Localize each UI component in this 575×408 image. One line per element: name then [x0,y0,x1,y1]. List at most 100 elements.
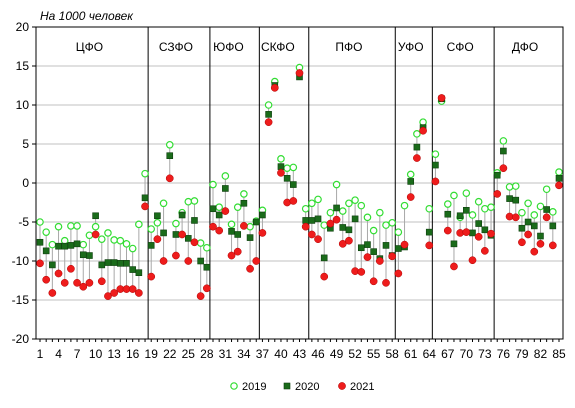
point-2019 [104,229,112,237]
point-2020 [469,229,476,237]
point-2019 [147,225,156,233]
legend: 2019 2020 2021 [230,381,374,393]
x-tick-label: 58 [385,347,399,361]
point-2021 [437,94,446,102]
point-2021 [555,181,563,190]
point-2019 [184,197,193,206]
point-2020 [166,152,174,159]
point-2020 [290,181,297,188]
point-2019 [153,218,162,227]
point-2020 [370,248,377,255]
point-2021 [147,272,156,281]
point-2019 [264,101,273,109]
point-2020 [493,171,501,179]
point-2021 [184,257,193,265]
point-2020 [407,178,415,185]
point-2019 [511,182,520,190]
point-2021 [289,197,298,205]
point-2021 [42,275,51,284]
point-2019 [425,204,434,213]
point-2019 [468,211,477,219]
x-tick-label: 37 [256,347,270,361]
point-2020 [524,218,532,226]
point-2019 [221,172,230,180]
group-label: ЦФО [76,40,103,54]
point-2019 [42,228,50,236]
point-2021 [258,229,267,237]
point-2021 [332,215,341,224]
point-2019 [227,220,236,229]
point-2021 [97,277,106,286]
point-2019 [116,236,125,245]
point-2020 [530,222,538,230]
legend-label-2019: 2019 [242,381,266,393]
point-2021 [388,252,397,261]
point-2020 [42,247,50,255]
point-2019 [382,221,390,229]
point-2021 [301,222,310,231]
point-2019 [431,150,440,158]
point-2021 [363,253,372,261]
point-2020 [512,196,520,204]
point-2021 [375,257,384,265]
point-2020 [475,220,482,227]
point-2020 [135,269,143,277]
point-2019 [481,204,489,213]
point-2019 [320,221,329,229]
point-2019 [48,240,57,249]
point-2021 [314,235,322,244]
point-2020 [506,195,513,202]
point-2021 [246,264,254,273]
group-label: ПФО [335,40,362,54]
point-2021 [524,230,532,239]
y-tick-label: -5 [18,215,29,229]
y-axis: 20 15 10 5 0 -5 -10 -15 -20 [12,20,36,346]
point-2019 [91,222,100,231]
point-2019 [301,204,310,213]
x-tick-label: 31 [219,347,233,361]
point-2021 [153,235,162,244]
point-2021 [443,226,452,235]
group-label: СКФО [261,40,295,54]
point-2020 [456,212,464,220]
point-2021 [159,257,168,265]
point-2019 [376,208,384,217]
point-2019 [289,163,298,172]
point-2019 [369,226,378,235]
point-2019 [549,208,557,216]
point-2021 [462,228,471,236]
point-2020 [55,242,62,250]
point-2021 [209,222,217,231]
x-tick-label: 67 [441,347,455,361]
point-2021 [110,289,118,297]
point-2020 [543,206,550,213]
point-2021 [338,239,347,248]
y-tick-label: -20 [12,332,30,346]
y-tick-label: 5 [22,137,29,151]
legend-marker-2021 [338,382,346,390]
x-tick-label: 49 [330,347,344,361]
point-2019 [443,200,452,208]
x-tick-label: 16 [126,347,140,361]
point-2019 [462,189,471,197]
group-labels: ЦФО СЗФО ЮФО СКФО ПФО УФО СФО ДФО [76,40,538,54]
point-2020 [302,217,309,224]
point-2021 [240,222,248,230]
point-2021 [48,289,57,297]
point-2019 [524,199,532,208]
point-2021 [326,219,335,228]
point-2019 [450,191,458,200]
point-2020 [73,240,81,248]
point-2019 [338,207,347,215]
point-2020 [413,143,421,151]
y-tick-label: 10 [16,98,30,112]
point-2019 [345,199,353,208]
point-2021 [425,241,434,250]
point-2021 [196,292,205,300]
point-2020 [215,211,223,219]
point-2021 [487,229,495,238]
x-tick-label: 1 [37,347,44,361]
point-2020 [222,185,229,192]
point-2020 [246,234,254,241]
point-2019 [172,219,180,228]
